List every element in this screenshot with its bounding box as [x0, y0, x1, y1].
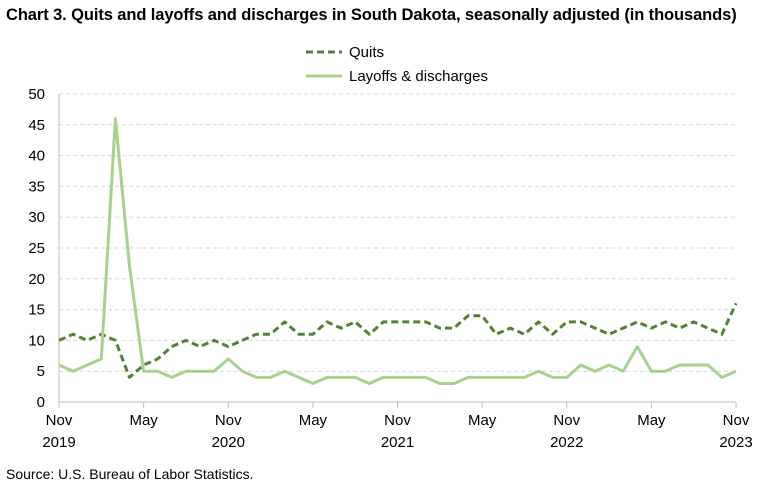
series-line-layoffs-discharges: [58, 117, 737, 385]
series-line-quits: [58, 302, 738, 379]
y-tick-label: 20: [28, 271, 45, 288]
source-note: Source: U.S. Bureau of Labor Statistics.: [6, 466, 254, 482]
x-tick-label-year: 2021: [381, 434, 414, 451]
x-tick-label-year: 2020: [212, 434, 245, 451]
x-tick-label-month: Nov: [723, 412, 750, 429]
y-tick-label: 45: [28, 117, 45, 134]
y-tick-labels: 0 5 10 15 20 25 30 35 40 45 50: [28, 86, 45, 411]
x-tick-label-month: Nov: [46, 412, 73, 429]
x-tick-label-year: 2022: [550, 434, 583, 451]
y-tick-label: 30: [28, 209, 45, 226]
legend-label: Layoffs & discharges: [349, 68, 488, 85]
y-tick-label: 5: [37, 363, 45, 380]
x-tick-label-year: 2023: [719, 434, 752, 451]
axes: [58, 94, 737, 408]
x-tick-label-month: May: [637, 412, 666, 429]
x-tick-label-month: Nov: [384, 412, 411, 429]
legend: Quits Layoffs & discharges: [306, 44, 488, 85]
x-tick-label-month: May: [129, 412, 158, 429]
series-lines: [58, 117, 738, 385]
legend-label: Quits: [349, 44, 384, 61]
gridlines: [59, 93, 736, 372]
y-tick-label: 25: [28, 240, 45, 257]
y-tick-label: 10: [28, 332, 45, 349]
y-tick-label: 15: [28, 302, 45, 319]
y-tick-label: 0: [37, 394, 45, 411]
x-tick-label-month: May: [299, 412, 328, 429]
x-tick-label-year: 2019: [42, 434, 75, 451]
chart-title: Chart 3. Quits and layoffs and discharge…: [6, 6, 737, 24]
x-tick-label-month: May: [468, 412, 497, 429]
x-tick-label-month: Nov: [215, 412, 242, 429]
y-tick-label: 40: [28, 148, 45, 165]
x-tick-label-month: Nov: [553, 412, 580, 429]
x-tick-labels: Nov 2019 May Nov 2020 May Nov 2021 May Nov 2022 May…: [42, 412, 752, 451]
y-tick-label: 35: [28, 178, 45, 195]
y-tick-label: 50: [28, 86, 45, 103]
